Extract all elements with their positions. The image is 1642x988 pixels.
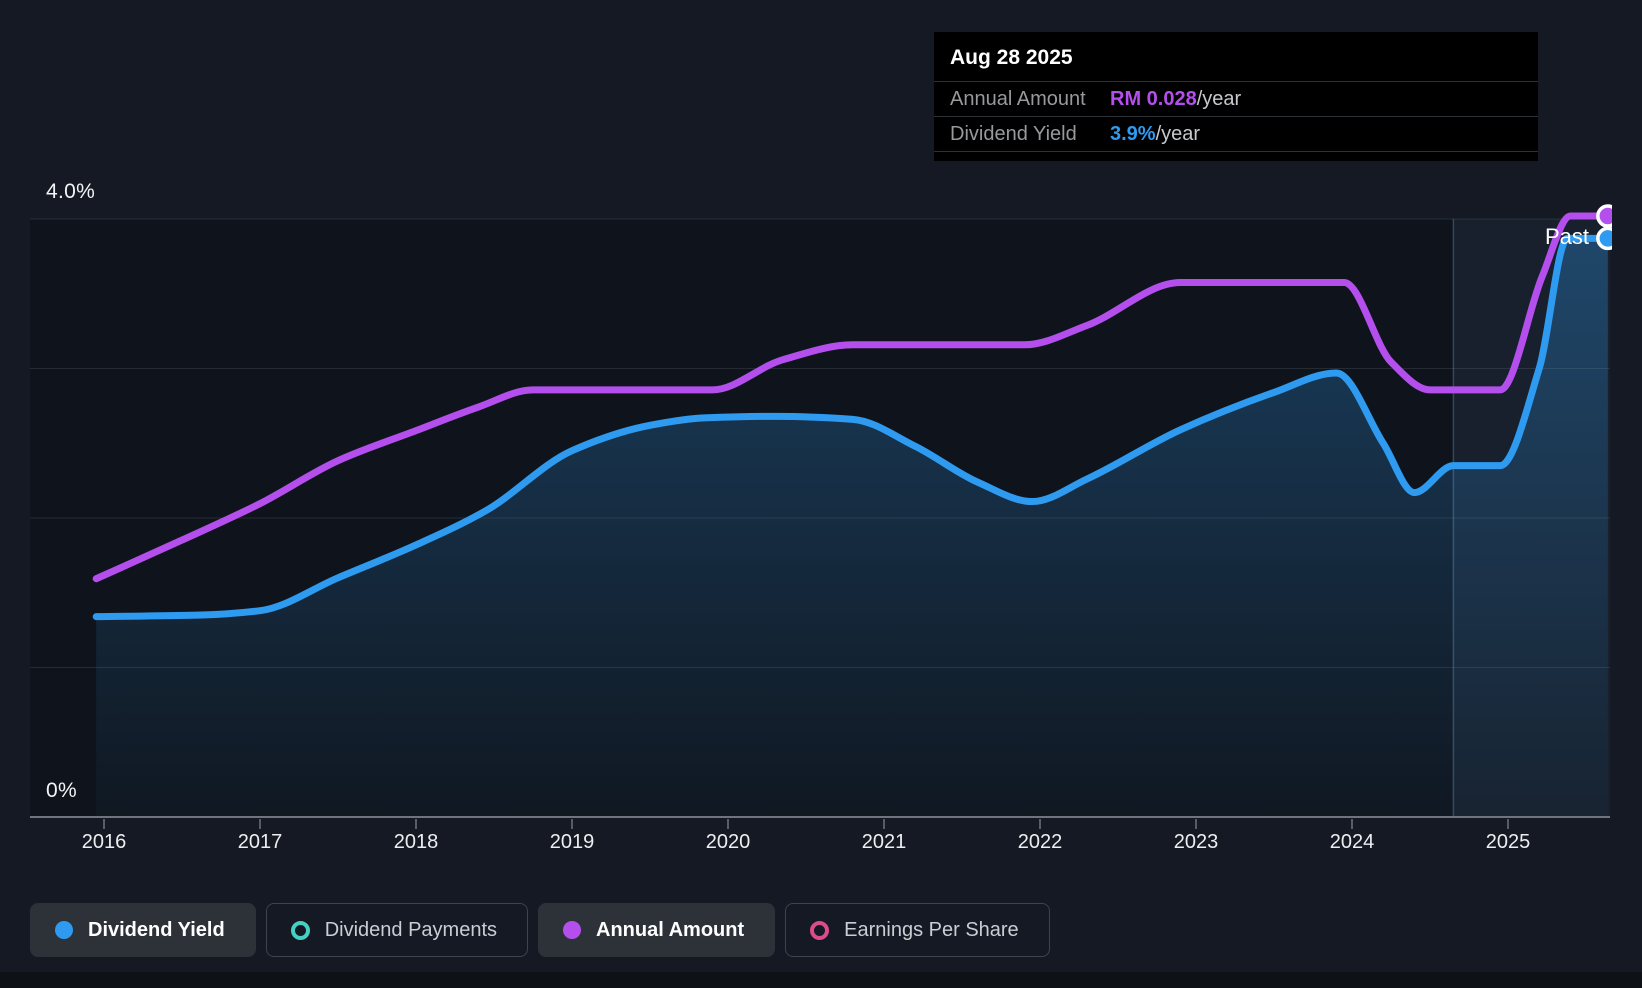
tooltip-value-suffix: /year — [1155, 122, 1201, 145]
annual-amount-dot-icon — [563, 921, 582, 939]
legend-label: Earnings Per Share — [844, 918, 1019, 941]
bottom-strip — [0, 972, 1642, 988]
dividend-yield-line — [92, 234, 1612, 621]
legend-item-dividend-payments[interactable]: Dividend Payments — [265, 903, 529, 957]
tooltip-value-suffix: /year — [1196, 87, 1242, 110]
legend-item-dividend-yield[interactable]: Dividend Yield — [30, 903, 256, 957]
x-axis-label: 2018 — [393, 831, 439, 853]
tooltip-label: Dividend Yield — [950, 122, 1077, 145]
x-axis-label: 2024 — [1329, 831, 1375, 853]
x-axis-label: 2019 — [549, 831, 595, 853]
chart-legend: Dividend Yield Dividend Payments Annual … — [30, 903, 1050, 957]
past-region-label: Past — [1545, 224, 1590, 249]
x-axis-label: 2016 — [81, 831, 127, 853]
tooltip-footer — [934, 151, 1538, 161]
x-axis-label: 2021 — [861, 831, 907, 853]
legend-item-annual-amount[interactable]: Annual Amount — [538, 903, 776, 957]
tooltip-value: RM 0.028 — [1110, 87, 1197, 110]
x-axis-label: 2020 — [705, 831, 751, 853]
x-axis-label: 2022 — [1017, 831, 1063, 853]
dividend-payments-ring-icon — [290, 920, 310, 940]
x-axis-label: 2025 — [1485, 831, 1531, 853]
earnings-per-share-ring-icon — [810, 920, 830, 940]
legend-label: Dividend Payments — [324, 918, 498, 941]
chart-tooltip: Aug 28 2025 Annual Amount RM 0.028/year … — [934, 32, 1538, 161]
x-axis-label: 2017 — [237, 831, 283, 853]
legend-label: Dividend Yield — [88, 918, 225, 941]
tooltip-row-dividend-yield: Dividend Yield 3.9%/year — [934, 116, 1538, 151]
legend-item-earnings-per-share[interactable]: Earnings Per Share — [785, 903, 1050, 957]
dividend-yield-end-marker — [1596, 226, 1612, 251]
tooltip-date: Aug 28 2025 — [950, 46, 1073, 69]
y-axis-label-zero: 0% — [46, 779, 77, 802]
dividend-yield-dot-icon — [55, 921, 73, 939]
tooltip-row-annual-amount: Annual Amount RM 0.028/year — [934, 81, 1538, 116]
annual-amount-end-marker — [1596, 204, 1612, 228]
legend-label: Annual Amount — [596, 918, 745, 941]
annual-amount-line — [92, 212, 1612, 583]
y-axis-label-top: 4.0% — [46, 180, 96, 203]
dividend-yield-area — [96, 238, 1608, 817]
tooltip-label: Annual Amount — [950, 87, 1086, 110]
tooltip-value: 3.9% — [1110, 122, 1156, 145]
x-axis-label: 2023 — [1173, 831, 1219, 853]
